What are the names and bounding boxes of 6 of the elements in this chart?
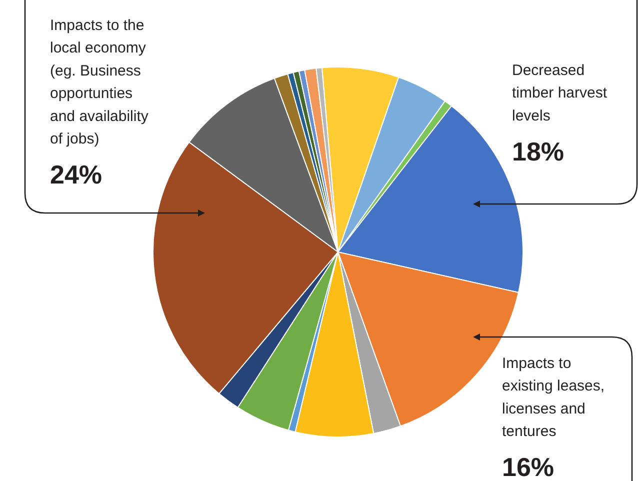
data-label: 16% <box>502 452 554 481</box>
data-label: 18% <box>512 136 564 166</box>
slice-label: Decreased timber harvest levels <box>512 62 608 124</box>
slice-label: Impacts to the local economy (eg. Business opportunties and availability of jobs) <box>50 17 149 148</box>
slice-label: Impacts to existing leases, licenses and tentures <box>502 355 605 440</box>
data-label: 24% <box>50 160 102 190</box>
